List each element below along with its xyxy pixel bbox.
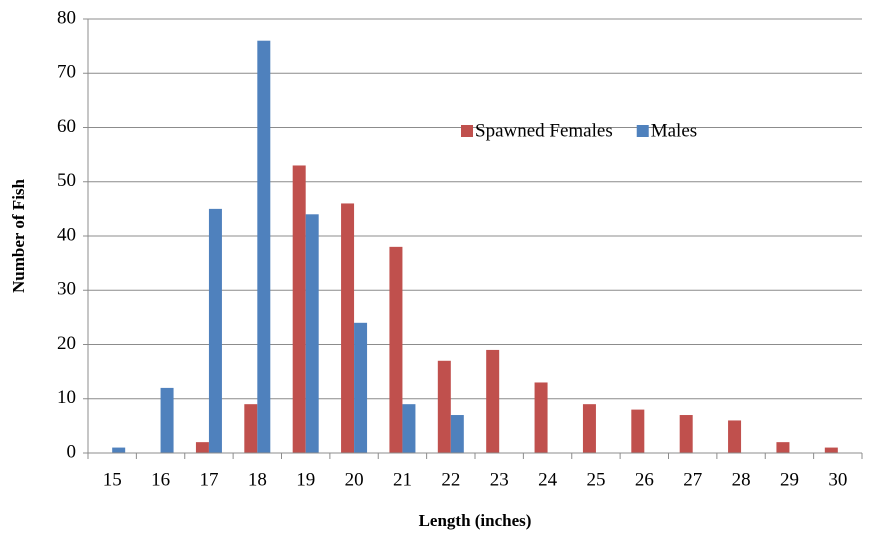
bar — [824, 447, 838, 453]
bar — [292, 165, 306, 453]
x-tick-label: 17 — [199, 469, 218, 490]
bar — [679, 415, 693, 453]
bar — [244, 404, 258, 453]
bar — [437, 360, 451, 453]
x-tick-label: 15 — [103, 469, 122, 490]
legend-swatch — [636, 125, 649, 137]
bar — [486, 349, 500, 453]
x-tick-label: 16 — [151, 469, 170, 490]
bar — [160, 387, 174, 453]
y-tick-label: 30 — [57, 279, 76, 300]
x-tick-label: 21 — [393, 469, 412, 490]
bar — [389, 246, 403, 453]
y-tick-label: 80 — [57, 7, 76, 28]
legend-label: Males — [651, 120, 697, 141]
x-tick-label: 22 — [441, 469, 460, 490]
bar — [257, 40, 271, 453]
x-tick-label: 25 — [586, 469, 605, 490]
x-tick-label: 28 — [732, 469, 751, 490]
bar — [354, 322, 368, 453]
x-tick-label: 20 — [345, 469, 364, 490]
y-tick-label: 20 — [57, 333, 76, 354]
x-axis-title: Length (inches) — [419, 511, 532, 530]
x-tick-label: 30 — [828, 469, 847, 490]
x-tick-label: 23 — [490, 469, 509, 490]
bar — [195, 442, 209, 453]
y-tick-label: 60 — [57, 116, 76, 137]
bar — [305, 214, 319, 453]
bar — [776, 442, 790, 453]
x-tick-label: 27 — [683, 469, 702, 490]
legend-label: Spawned Females — [475, 120, 613, 141]
x-tick-label: 29 — [780, 469, 799, 490]
y-tick-label: 40 — [57, 224, 76, 245]
x-tick-label: 19 — [296, 469, 315, 490]
y-tick-label: 70 — [57, 62, 76, 83]
x-tick-label: 24 — [538, 469, 558, 490]
y-tick-label: 10 — [57, 387, 76, 408]
x-tick-label: 18 — [248, 469, 267, 490]
bar — [341, 203, 355, 453]
bar — [534, 382, 548, 453]
y-axis-title: Number of Fish — [9, 178, 28, 293]
bar — [450, 415, 464, 453]
bar — [582, 404, 596, 453]
y-tick-label: 0 — [67, 441, 77, 462]
bar — [631, 409, 645, 453]
y-tick-label: 50 — [57, 170, 76, 191]
bar — [728, 420, 742, 453]
bar — [208, 208, 222, 453]
bar — [112, 447, 126, 453]
legend-swatch — [461, 125, 473, 137]
x-tick-label: 26 — [635, 469, 654, 490]
bar — [402, 404, 416, 453]
